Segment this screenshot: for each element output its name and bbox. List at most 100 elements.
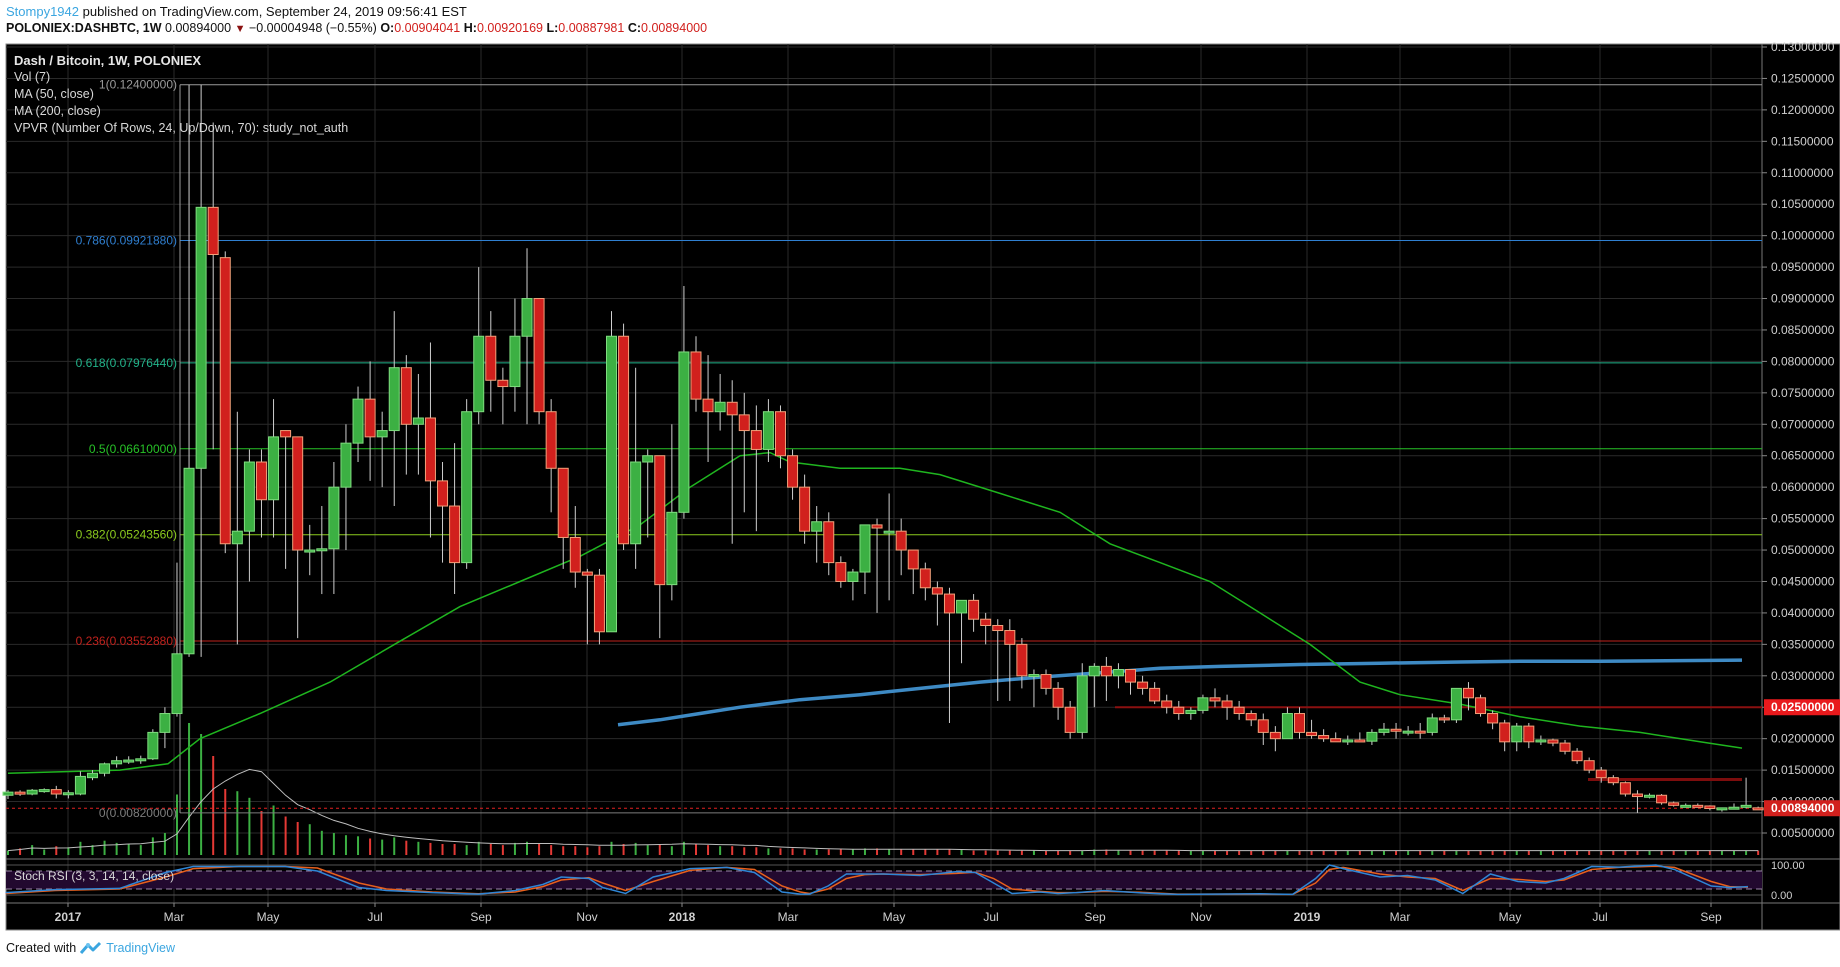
price-axis-label: 0.08500000 [1771, 323, 1835, 337]
candle-body [1571, 750, 1583, 762]
candle-body [207, 206, 219, 256]
legend-ma200[interactable]: MA (200, close) [14, 104, 101, 118]
candle-body [219, 257, 231, 545]
candle-body [316, 548, 328, 552]
candle-body [968, 599, 980, 620]
candle-body [340, 442, 352, 488]
candle-body [74, 775, 86, 795]
time-axis-label: May [883, 910, 906, 924]
time-axis-label: May [1499, 910, 1522, 924]
candle-body [799, 486, 811, 532]
candle-body [1016, 643, 1028, 677]
candle-body [726, 401, 738, 416]
publish-info: Stompy1942 published on TradingView.com,… [6, 4, 467, 19]
price-chart[interactable]: 1(0.12400000) 0.786(0.09921880) 0.618(0.07… [0, 42, 1840, 932]
candle-body [1342, 739, 1354, 743]
price-change: −0.00004948 (−0.55%) [248, 21, 377, 35]
candle-body [1607, 777, 1619, 784]
candle-body [557, 467, 569, 538]
candle-body [1511, 725, 1523, 743]
candle-body [509, 335, 521, 388]
legend-vpvr[interactable]: VPVR (Number Of Rows, 24, Up/Down, 70): … [14, 121, 349, 135]
tradingview-link[interactable]: TradingView [106, 941, 175, 955]
candle-body [231, 530, 243, 545]
time-axis-label: Mar [1390, 910, 1411, 924]
price-axis-label: 0.04500000 [1771, 574, 1835, 588]
price-axis-label: 0.04000000 [1771, 606, 1835, 620]
candle-body [907, 549, 919, 570]
price-axis-label: 0.12500000 [1771, 71, 1835, 85]
fib-level-label: 0(0.00820000) [99, 806, 177, 820]
candle-body [1052, 687, 1064, 708]
price-axis-label: 0.11000000 [1771, 166, 1834, 180]
candle-body [859, 524, 871, 573]
symbol-label: POLONIEX:DASHBTC, 1W [6, 21, 162, 35]
fib-level-label: 0.618(0.07976440) [76, 356, 177, 370]
candle-body [497, 379, 509, 388]
candle-body [847, 571, 859, 582]
legend-volume[interactable]: Vol (7) [14, 70, 51, 84]
candle-body [581, 571, 593, 576]
candle-body [86, 772, 98, 779]
price-axis-label: 0.10000000 [1771, 229, 1835, 243]
author-link[interactable]: Stompy1942 [6, 4, 79, 19]
time-axis-label: Jul [983, 910, 998, 924]
candle-body [1595, 769, 1607, 779]
candle-body [1330, 738, 1342, 743]
candle-body [1221, 700, 1233, 708]
candle-body [1088, 665, 1100, 677]
time-axis-label: Sep [1084, 910, 1106, 924]
candle-body [980, 618, 992, 626]
candle-body [485, 335, 497, 381]
candle-body [521, 298, 533, 337]
high-value: 0.00920169 [476, 21, 543, 35]
candle-body [714, 401, 726, 413]
candle-body [424, 417, 436, 482]
candle-body [1209, 697, 1221, 702]
candle-body [1487, 713, 1499, 724]
candle-body [1378, 728, 1390, 733]
candle-body [292, 436, 304, 551]
price-axis-label: 0.00500000 [1771, 826, 1835, 840]
candle-body [147, 731, 159, 760]
price-axis-label: 0.03500000 [1771, 637, 1835, 651]
candle-body [943, 593, 955, 614]
candle-body [1426, 717, 1438, 733]
candle-body [1149, 687, 1161, 702]
candle-body [762, 411, 774, 450]
candle-body [569, 536, 581, 573]
candle-body [1076, 675, 1088, 733]
legend-ma50[interactable]: MA (50, close) [14, 87, 94, 101]
price-axis-label: 0.05500000 [1771, 512, 1835, 526]
price-axis-label: 0.13000000 [1771, 42, 1835, 54]
candle-body [1125, 669, 1137, 683]
time-axis-label: Sep [470, 910, 492, 924]
candle-body [666, 511, 678, 586]
candle-body [1728, 806, 1740, 810]
candle-body [1257, 719, 1269, 733]
low-value: 0.00887981 [558, 21, 625, 35]
chart-legend: Dash / Bitcoin, 1W, POLONIEX Vol (7) MA … [14, 52, 348, 137]
candle-body [1535, 739, 1547, 743]
candle-body [461, 411, 473, 564]
candle-body [171, 653, 183, 715]
candle-body [437, 480, 449, 507]
candle-body [99, 763, 111, 774]
candle-body [135, 758, 147, 762]
stoch-axis-label: 100.00 [1771, 860, 1805, 872]
fib-level-label: 0.5(0.06610000) [89, 442, 177, 456]
stoch-axis-label: 0.00 [1771, 890, 1792, 902]
candle-body [1028, 674, 1040, 678]
tradingview-logo-icon [80, 941, 102, 954]
candle-body [774, 411, 786, 457]
fib-level-label: 0.786(0.09921880) [76, 234, 177, 248]
price-label-text: 0.00894000 [1771, 801, 1835, 815]
time-axis-label: Jul [367, 910, 382, 924]
candle-body [1475, 697, 1487, 715]
stoch-rsi-label[interactable]: Stoch RSI (3, 3, 14, 14, close) [14, 869, 175, 883]
candle-body [376, 430, 388, 438]
candle-body [618, 335, 630, 545]
price-axis-label: 0.10500000 [1771, 197, 1835, 211]
candle-body [1680, 804, 1692, 808]
candle-body [1100, 665, 1112, 677]
